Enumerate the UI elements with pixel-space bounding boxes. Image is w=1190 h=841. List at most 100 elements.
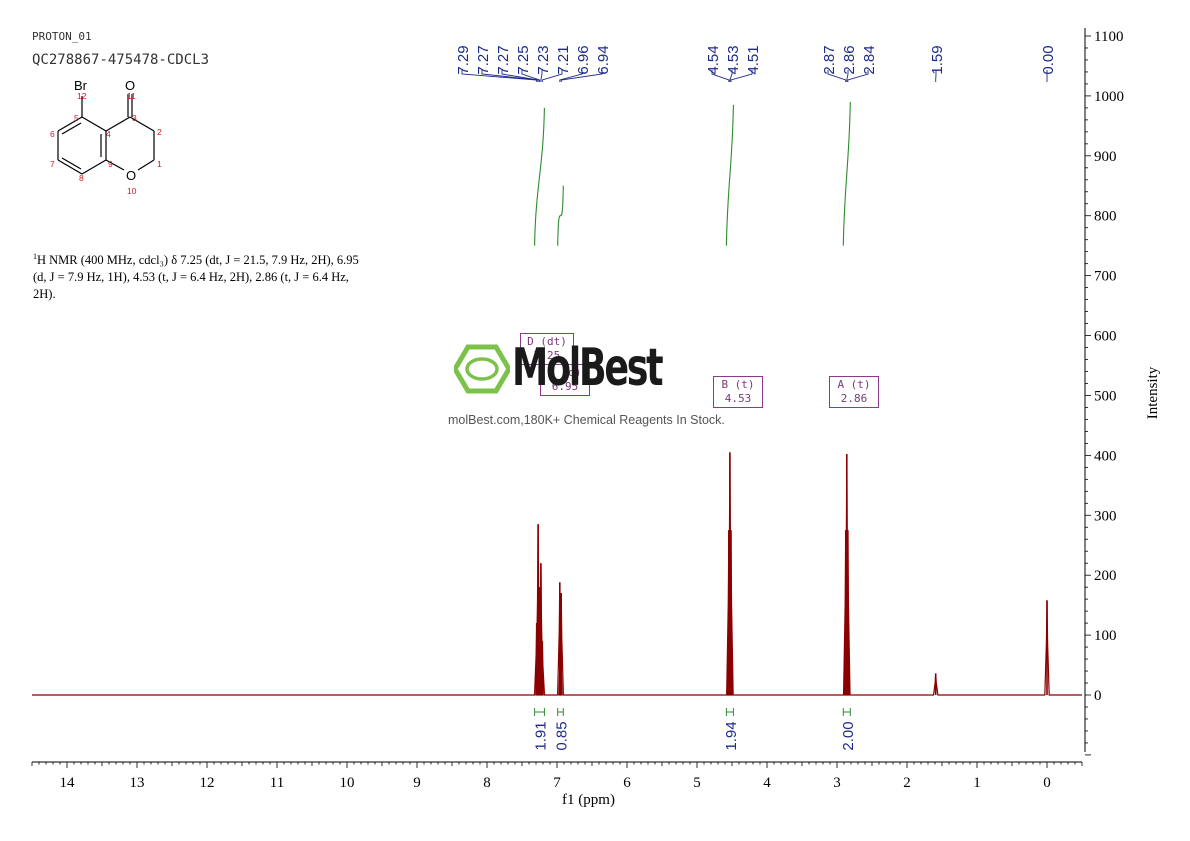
- br-atom: Br: [74, 78, 88, 93]
- multiplet-value: 7.25: [533, 349, 561, 362]
- atom-number: 6: [50, 129, 55, 139]
- peak-label: 2.84: [861, 45, 878, 74]
- y-tick-label: 700: [1094, 269, 1117, 285]
- atom-number: 7: [50, 159, 55, 169]
- integration-label: 1.91: [533, 721, 550, 750]
- atom-number: 11: [127, 91, 136, 101]
- y-axis-label: Intensity: [1145, 366, 1161, 419]
- y-tick-label: 600: [1094, 329, 1117, 345]
- peak-label: 7.21: [555, 45, 572, 74]
- x-tick-label: 3: [833, 775, 841, 791]
- peak-label: 4.51: [745, 45, 762, 74]
- atom-number: 9: [108, 159, 113, 169]
- peak-connector: [559, 70, 583, 82]
- x-tick-label: 14: [60, 775, 76, 791]
- peak-label: 7.27: [475, 45, 492, 74]
- watermark-brand: MolBest: [512, 338, 664, 398]
- y-tick-label: 800: [1094, 209, 1117, 225]
- atom-number: 1: [157, 159, 162, 169]
- peak-connector: [501, 70, 539, 82]
- multiplet-box-a: A (t) 2.86: [829, 376, 879, 408]
- multiplet-label: A (t): [837, 378, 871, 391]
- spectrum-trace: [32, 452, 1082, 696]
- atom-number: 5: [74, 113, 79, 123]
- sample-id: QC278867-475478-CDCL3: [32, 52, 210, 68]
- x-tick-label: 8: [483, 775, 491, 791]
- integration-label: 1.94: [723, 721, 740, 750]
- peak-label: 6.94: [595, 45, 612, 74]
- x-tick-label: 11: [270, 775, 284, 791]
- peak-connector: [560, 70, 603, 82]
- peak-connector: [521, 70, 540, 82]
- description-line-3: 2H).: [33, 287, 56, 302]
- watermark-tagline: molBest.com,180K+ Chemical Reagents In S…: [448, 413, 725, 427]
- peak-label: 4.54: [705, 45, 722, 74]
- x-tick-label: 9: [413, 775, 421, 791]
- integral-curves: [534, 101, 851, 246]
- y-tick-label: 500: [1094, 388, 1117, 404]
- peak-connector: [847, 70, 869, 82]
- multiplet-box-c: C (d) 6.95: [540, 364, 590, 396]
- peak-label: 2.87: [821, 45, 838, 74]
- peak-labels: 7.29 7.27 7.27 7.25 7.23 7.21 6.96 6.94 4.54 4.53…: [455, 45, 1057, 82]
- x-tick-label: 0: [1043, 775, 1051, 791]
- y-tick-label: 400: [1094, 448, 1117, 464]
- x-tick-label: 12: [200, 775, 215, 791]
- peak-label: 7.25: [515, 45, 532, 74]
- multiplet-box-d: D (dt) 7.25: [520, 333, 574, 365]
- peak-label: 2.86: [841, 45, 858, 74]
- atom-number: 12: [77, 91, 87, 101]
- peak-label: 4.53: [725, 45, 742, 74]
- peak-label: 7.27: [495, 45, 512, 74]
- integral-curve: [725, 104, 734, 246]
- peak-connector: [730, 70, 753, 82]
- integral-curve: [534, 107, 545, 246]
- peak-label: 0.00: [1040, 45, 1057, 74]
- ketone-o-atom: O: [125, 78, 135, 93]
- multiplet-value: 2.86: [840, 392, 868, 405]
- isotope-superscript: 1: [33, 252, 37, 261]
- peak-connector: [827, 70, 847, 82]
- molbest-logo-icon: [454, 344, 510, 394]
- description-line-1: H NMR (400 MHz, cdcl₃) δ 7.25 (dt, J = 2…: [37, 253, 359, 268]
- x-tick-label: 10: [340, 775, 355, 791]
- x-tick-label: 2: [903, 775, 911, 791]
- y-tick-label: 1100: [1094, 29, 1123, 45]
- x-tick-label: 7: [553, 775, 561, 791]
- peak-connector: [461, 70, 538, 82]
- peak-connector: [541, 70, 563, 82]
- integral-curve: [842, 101, 851, 246]
- peak-label: 7.23: [535, 45, 552, 74]
- spectrum-line: [32, 452, 1082, 696]
- peak-connector: [540, 70, 543, 82]
- multiplet-value: 4.53: [724, 392, 752, 405]
- chemical-structure: Br O O 12 11 5 4 3 2 6 7 9 1 8 10: [50, 78, 162, 196]
- integration-labels: 1.91 0.85 1.94 2.00: [533, 708, 857, 751]
- x-tick-label: 4: [763, 775, 771, 791]
- experiment-name: PROTON_01: [32, 30, 92, 43]
- y-tick-label: 300: [1094, 508, 1117, 524]
- axes: 14 13 12 11 10 9 8 7 6 5 4 3 2 1 0f1 (ppm)010020030040…: [31, 28, 1161, 808]
- atom-number: 3: [132, 113, 137, 123]
- integral-curve: [557, 185, 564, 246]
- integration-label: 0.85: [554, 721, 571, 750]
- peak-connector: [729, 70, 733, 82]
- atom-number: 10: [127, 186, 137, 196]
- peak-label: 1.59: [929, 45, 946, 74]
- y-tick-label: 0: [1094, 688, 1102, 704]
- atom-number: 4: [106, 129, 111, 139]
- y-tick-label: 900: [1094, 149, 1117, 165]
- multiplet-label: D (dt): [527, 335, 567, 348]
- y-tick-label: 200: [1094, 568, 1117, 584]
- x-tick-label: 13: [130, 775, 145, 791]
- peak-label: 7.29: [455, 45, 472, 74]
- y-tick-label: 100: [1094, 628, 1117, 644]
- x-tick-label: 6: [623, 775, 631, 791]
- y-tick-label: 1000: [1094, 89, 1124, 105]
- multiplet-label: B (t): [721, 378, 755, 391]
- atom-number: 2: [157, 127, 162, 137]
- multiplet-label: C (d): [548, 366, 582, 379]
- x-tick-label: 1: [973, 775, 981, 791]
- description-line-2: (d, J = 7.9 Hz, 1H), 4.53 (t, J = 6.4 Hz…: [33, 270, 349, 285]
